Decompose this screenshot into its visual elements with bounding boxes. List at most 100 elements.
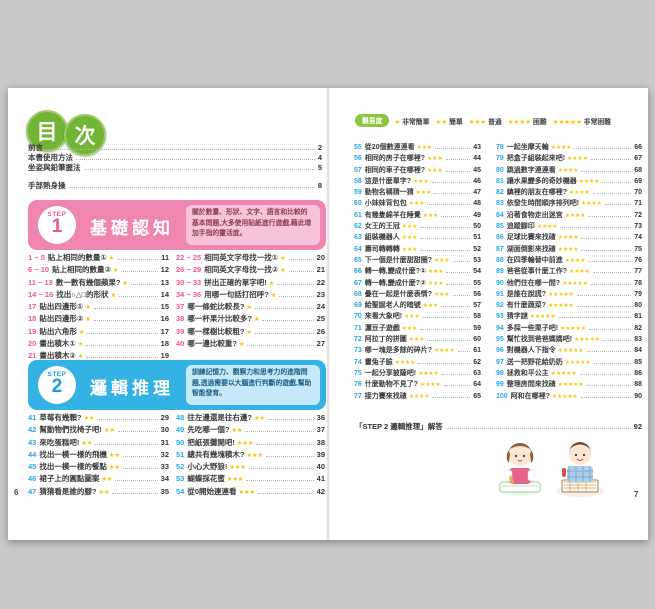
toc-item-number: 77 xyxy=(354,392,362,400)
toc-item-number: 87 xyxy=(496,245,504,253)
toc-item-page: 13 xyxy=(160,277,169,287)
toc-item-title: 在四季輪替中前進 xyxy=(506,256,563,264)
toc-item: 87 湖面倒影來找碴 ★★★★ 75 xyxy=(496,244,642,255)
difficulty-level: ★★★★★ 非常困難 xyxy=(553,116,611,126)
toc-item-page: 61 xyxy=(473,347,481,355)
toc-item-page: 20 xyxy=(316,253,325,262)
toc-item-page: 32 xyxy=(160,449,169,459)
difficulty-stars: ★★★ xyxy=(408,337,425,344)
toc-item-page: 12 xyxy=(160,265,169,275)
toc-item-title: 讓水果變多的奇妙機器 xyxy=(506,177,577,185)
toc-item-title: 用哪一句話打招呼? xyxy=(204,289,269,299)
toc-item-title: 湖面倒影來找碴 xyxy=(506,245,556,253)
toc-item: 21 畫出積木② ★ 19 xyxy=(28,350,169,362)
difficulty-stars: ★ xyxy=(246,328,252,336)
difficulty-stars: ★★★ xyxy=(404,314,420,321)
toc-item-title: 相同英文字母找一找② xyxy=(204,265,279,275)
toc-item-page: 75 xyxy=(634,245,642,253)
toc-item-page: 63 xyxy=(473,369,481,377)
step1-title: 基礎認知 xyxy=(90,219,174,238)
toc-item-page: 46 xyxy=(473,177,481,185)
step1-toc-column-2: 22 ~ 25 相同英文字母找一找① ★ 20 26 ~ 29 相同英文字母找一… xyxy=(176,252,325,350)
toc-item-number: 53 xyxy=(176,474,185,484)
difficulty-level-label: 普通 xyxy=(488,118,502,126)
difficulty-stars: ★★★ xyxy=(413,178,429,185)
toc-item-page: 49 xyxy=(473,211,481,219)
toc-item: 82 鎮裡的朋友在哪裡? ★★★★ 70 xyxy=(496,187,642,198)
toc-item: 77 接力賽來找碴 ★★★★ 65 xyxy=(354,391,481,402)
difficulty-level-label: 簡單 xyxy=(449,118,463,126)
toc-item-page: 56 xyxy=(473,290,481,298)
toc-item-page: 80 xyxy=(634,302,642,310)
toc-item: 17 貼出四邊形① ★ 15 xyxy=(28,301,169,313)
difficulty-stars: ★★★ xyxy=(229,464,246,472)
toc-item-number: 17 xyxy=(28,302,37,312)
toc-item-title: 跳過數字連連看 xyxy=(506,166,556,174)
toc-item-number: 40 xyxy=(176,339,185,349)
toc-item-number: 91 xyxy=(496,290,504,298)
toc-item-number: 56 xyxy=(354,155,362,163)
toc-item: 85 追蹤腳印 ★★★★ 73 xyxy=(496,221,642,232)
difficulty-stars: ★★★★★ xyxy=(574,337,600,344)
toc-item: 88 在四季輪替中前進 ★★★★ 76 xyxy=(496,255,642,266)
toc-item-page: 62 xyxy=(473,358,481,366)
toc-item: 「STEP 2 邏輯推理」解答 92 xyxy=(355,421,642,432)
difficulty-stars: ★★★★ xyxy=(564,212,586,219)
toc-item-number: 39 xyxy=(176,326,185,336)
toc-item-title: 幫忙找到爸爸媽媽吧! xyxy=(506,336,573,344)
difficulty-stars: ★★★ xyxy=(401,235,418,242)
toc-item-title: 手部熱身操 xyxy=(28,181,66,190)
toc-item-page: 84 xyxy=(634,347,642,355)
toc-item-number: 43 xyxy=(28,437,37,447)
toc-item: 44 找出一模一樣的飛機 ★★ 32 xyxy=(28,449,169,461)
difficulty-level-label: 非常困難 xyxy=(583,118,611,126)
toc-item-title: 先吃哪一個? xyxy=(187,425,230,435)
difficulty-stars: ★★★★ xyxy=(557,246,579,253)
step-number: 2 xyxy=(51,376,63,397)
toc-item-title: 來吃蛋糕吧! xyxy=(39,437,80,447)
toc-item-title: 貼出四邊形② xyxy=(39,314,84,324)
toc-item-title: 幫動物們找椅子吧! xyxy=(39,425,102,435)
toc-item-page: 18 xyxy=(160,339,169,349)
girl-drawing xyxy=(498,443,542,496)
dotted-leader xyxy=(602,181,632,183)
toc-item-title: 追蹤腳印 xyxy=(506,223,535,231)
toc-item: 26 ~ 29 相同英文字母找一找② ★ 21 xyxy=(176,264,325,276)
dotted-leader xyxy=(446,272,471,274)
dotted-leader xyxy=(288,259,314,260)
toc-item: 本書使用方法 4 xyxy=(28,152,322,162)
toc-item-number: 99 xyxy=(496,381,504,389)
dotted-leader xyxy=(427,204,471,206)
dotted-leader xyxy=(420,227,471,229)
toc-item: 61 有幾隻綿羊在睡覺 ★★★ 49 xyxy=(354,210,481,221)
toc-item-page: 5 xyxy=(317,163,322,172)
difficulty-stars: ★★ xyxy=(81,439,93,447)
difficulty-stars: ★ xyxy=(77,341,84,349)
dotted-leader xyxy=(117,431,158,433)
toc-item-number: 66 xyxy=(354,268,362,276)
difficulty-stars: ★ xyxy=(77,353,84,361)
difficulty-stars: ★★ xyxy=(101,476,113,484)
toc-item-number: 55 xyxy=(354,144,362,151)
toc-item-title: 哪一杯果汁比較多? xyxy=(187,314,252,324)
toc-item: 42 幫動物們找椅子吧! ★★ 30 xyxy=(28,424,169,436)
difficulty-stars: ★★★ xyxy=(401,246,418,253)
toc-item-page: 64 xyxy=(473,381,481,389)
toc-item: 20 畫出積木① ★ 18 xyxy=(28,338,169,350)
difficulty-legend: 難易度 ★ 非常簡單 ★★ 簡單 ★★★ 普通 ★★★★ 困難 ★★★★★ 非常… xyxy=(355,114,617,127)
toc-item-title: 草莓有幾顆? xyxy=(39,413,82,422)
toc-item-number: 69 xyxy=(354,302,362,310)
toc-item-number: 41 xyxy=(28,413,37,422)
toc-item: 52 小心大野狼! ★★★ 40 xyxy=(176,461,325,473)
difficulty-stars: ★★ xyxy=(435,118,448,126)
toc-item-title: 畫出積木① xyxy=(39,339,76,349)
toc-item-title: 拯救和平公主 xyxy=(506,369,549,377)
step1-badge: STEP 1 xyxy=(38,206,76,244)
toc-item-title: 總共有幾塊積木? xyxy=(187,449,245,459)
difficulty-stars: ★★★★ xyxy=(418,370,439,377)
dotted-leader xyxy=(68,187,315,188)
toc-item-page: 51 xyxy=(473,234,481,242)
toc-item: 92 有什麼蔬菜? ★★★★★ 80 xyxy=(496,300,642,311)
dotted-leader xyxy=(581,249,632,251)
toc-item: 56 相同的房子在哪裡? ★★★ 44 xyxy=(354,153,481,164)
